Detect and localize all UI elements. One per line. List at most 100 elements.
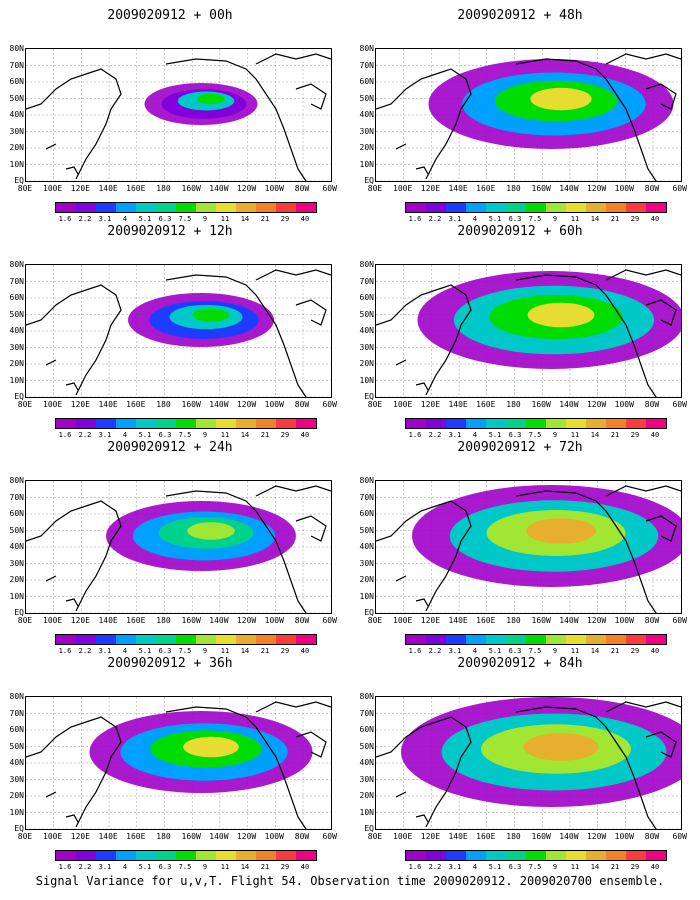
colorbar-swatch xyxy=(566,419,586,428)
forecast-panel: 2009020912 + 84h 80N 70N 60N 50N 40N 30N 20N 10… xyxy=(350,656,690,871)
colorbar-label: 3.1 xyxy=(448,215,462,223)
colorbar-label: 2.2 xyxy=(78,215,92,223)
colorbar-label: 3.1 xyxy=(98,863,112,871)
colorbar-swatch xyxy=(196,419,216,428)
colorbar-label: 40 xyxy=(650,431,660,439)
latitude-label: 80N xyxy=(359,44,374,53)
colorbar-label: 9 xyxy=(202,647,208,655)
colorbar-swatch xyxy=(96,203,116,212)
colorbar-swatch xyxy=(216,851,236,860)
colorbar-label: 3.1 xyxy=(98,431,112,439)
colorbar-swatch xyxy=(586,635,606,644)
colorbar-label: 21 xyxy=(260,215,270,223)
colorbar-label: 21 xyxy=(610,215,620,223)
colorbar-label: 2.2 xyxy=(428,647,442,655)
colorbar-label: 4 xyxy=(472,863,478,871)
variance-map xyxy=(375,48,682,182)
colorbar-label: 21 xyxy=(610,431,620,439)
latitude-label: 50N xyxy=(9,309,24,319)
latitude-label: 20N xyxy=(9,143,24,152)
colorbar-swatch xyxy=(96,851,116,860)
colorbar-label: 5.1 xyxy=(138,647,152,655)
panel-title: 2009020912 + 84h xyxy=(457,656,583,671)
longitude-label: 60W xyxy=(322,832,337,841)
colorbar-swatch xyxy=(446,851,466,860)
colorbar-label: 1.6 xyxy=(58,215,72,223)
colorbar-swatch xyxy=(486,203,506,212)
colorbar-label: 21 xyxy=(260,431,270,439)
latitude-label: 80N xyxy=(9,692,24,701)
colorbar-label: 29 xyxy=(630,863,640,871)
colorbar-swatch xyxy=(426,851,446,860)
colorbar-swatch xyxy=(526,419,546,428)
colorbar-swatch xyxy=(56,419,76,428)
colorbar-swatch xyxy=(546,635,566,644)
colorbar-swatch xyxy=(296,203,316,212)
colorbar-label: 2.2 xyxy=(78,863,92,871)
latitude-label: 60N xyxy=(9,77,24,86)
colorbar-swatch xyxy=(466,419,486,428)
longitude-label: 100E xyxy=(393,400,413,409)
colorbar-swatch xyxy=(446,419,466,428)
longitude-label: 80W xyxy=(294,832,310,841)
longitude-label: 120W xyxy=(236,832,257,841)
longitude-label: 180 xyxy=(506,184,521,193)
colorbar-label: 7.5 xyxy=(528,431,542,439)
colorbar-swatch xyxy=(646,419,666,428)
colorbar-swatch xyxy=(526,203,546,212)
longitude-label: 120W xyxy=(586,184,607,193)
colorbar-swatch xyxy=(156,851,176,860)
longitude-label: 180 xyxy=(506,832,521,841)
latitude-label: 40N xyxy=(9,326,24,335)
variance-map xyxy=(25,264,332,398)
latitude-label: 20N xyxy=(9,791,24,800)
longitude-label: 160E xyxy=(126,832,146,841)
colorbar-label: 4 xyxy=(472,431,478,439)
latitude-label: 40N xyxy=(9,110,24,119)
longitude-label: 120W xyxy=(586,616,607,625)
colorbar-label: 1.6 xyxy=(58,647,72,655)
latitude-label: 40N xyxy=(359,110,374,119)
colorbar-swatch xyxy=(136,203,156,212)
latitude-label: 30N xyxy=(359,342,374,352)
colorbar-label: 4 xyxy=(122,215,128,223)
colorbar-swatch xyxy=(76,851,96,860)
colorbar-swatch xyxy=(606,851,626,860)
latitude-label: 60N xyxy=(359,77,374,86)
longitude-label: 60W xyxy=(672,184,687,193)
colorbar-swatch xyxy=(176,203,196,212)
latitude-label: 70N xyxy=(359,60,374,70)
colorbar-label: 6.3 xyxy=(508,647,522,655)
colorbar-swatch xyxy=(526,851,546,860)
colorbar-label: 1.6 xyxy=(408,431,422,439)
colorbar-swatch xyxy=(586,851,606,860)
variance-map xyxy=(25,48,332,182)
longitude-label: 80W xyxy=(644,616,660,625)
panel-title: 2009020912 + 72h xyxy=(457,440,583,455)
colorbar-swatch xyxy=(586,419,606,428)
colorbar-swatch xyxy=(606,635,626,644)
longitude-label: 100E xyxy=(43,616,63,625)
panel-title: 2009020912 + 48h xyxy=(457,8,583,23)
colorbar-label: 11 xyxy=(570,215,580,223)
panel-title: 2009020912 + 36h xyxy=(107,656,233,671)
colorbar-label: 2.2 xyxy=(78,647,92,655)
longitude-label: 100W xyxy=(614,616,634,625)
longitude-label: 80E xyxy=(17,832,33,841)
colorbar-swatch xyxy=(236,203,256,212)
latitude-label: 30N xyxy=(9,558,24,568)
longitude-label: 140E xyxy=(448,400,468,409)
longitude-label: 180 xyxy=(156,400,171,409)
forecast-panel: 2009020912 + 00h 80N 70N 60N 50N 40N 30N 20N 10… xyxy=(0,8,340,223)
longitude-label: 80W xyxy=(644,400,660,409)
colorbar-swatch xyxy=(276,851,296,860)
longitude-label: 120E xyxy=(420,832,441,841)
forecast-panel: 2009020912 + 60h 80N 70N 60N 50N 40N 30N 20N 10… xyxy=(350,224,690,439)
latitude-label: 70N xyxy=(9,492,24,502)
colorbar-swatch xyxy=(646,203,666,212)
colorbar-label: 29 xyxy=(630,431,640,439)
colorbar-swatch xyxy=(406,635,426,644)
colorbar-swatch xyxy=(96,419,116,428)
colorbar-swatch xyxy=(256,419,276,428)
longitude-label: 100E xyxy=(43,400,63,409)
